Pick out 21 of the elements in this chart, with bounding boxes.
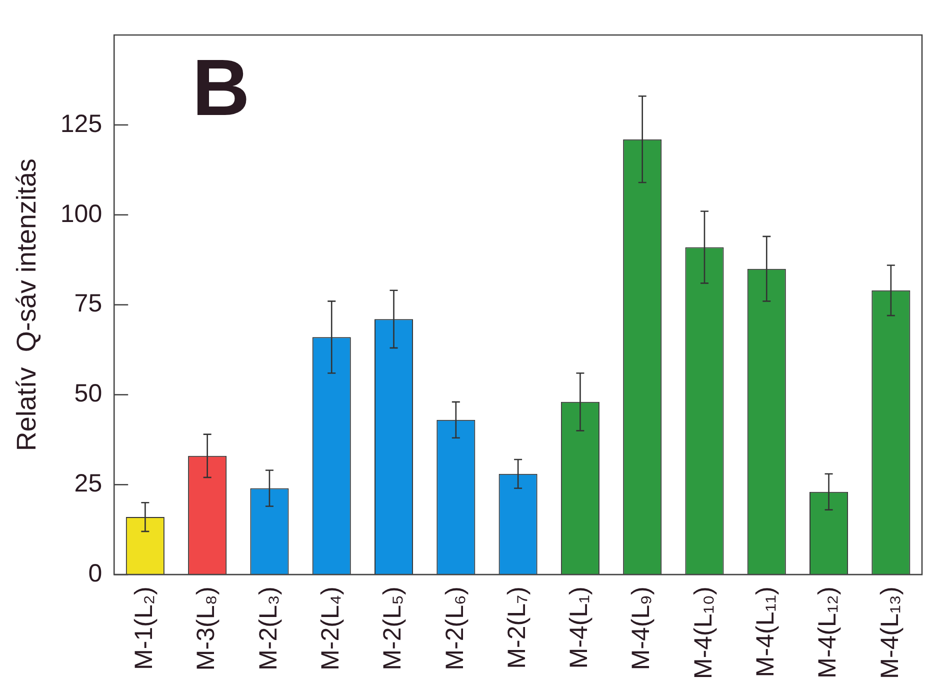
x-tick-label: M-4(L₁₀) [689, 586, 718, 679]
y-tick-label: 100 [60, 200, 102, 228]
y-tick-label: 125 [60, 110, 102, 138]
y-tick-label: 0 [88, 559, 102, 588]
x-tick-label: M-2(L₇) [502, 586, 531, 669]
x-tick-label: M-2(L₆) [440, 586, 469, 670]
x-tick-label: M-4(L₁₁) [752, 586, 780, 678]
y-tick-label: 75 [74, 290, 102, 318]
y-tick-label: 25 [74, 470, 102, 498]
x-tick-label: M-2(L₄) [316, 586, 345, 670]
y-axis-title: Relatív Q-sáv intenzitás [12, 158, 42, 452]
x-tick-label: M-4(L₁₃) [876, 586, 904, 679]
annotation: B [192, 43, 250, 132]
x-tick-label: M-4(L₁₂) [814, 586, 842, 678]
x-tick-label: M-4(L₁) [565, 586, 594, 669]
x-tick-label: M-3(L₈) [192, 586, 220, 671]
x-tick-label: M-2(L₅) [378, 586, 407, 670]
x-tick-label: M-1(L₂) [130, 586, 158, 670]
y-tick-label: 50 [74, 380, 102, 408]
x-tick-label: M-2(L₃) [254, 586, 282, 670]
x-tick-label: M-4(L₉) [627, 586, 656, 670]
